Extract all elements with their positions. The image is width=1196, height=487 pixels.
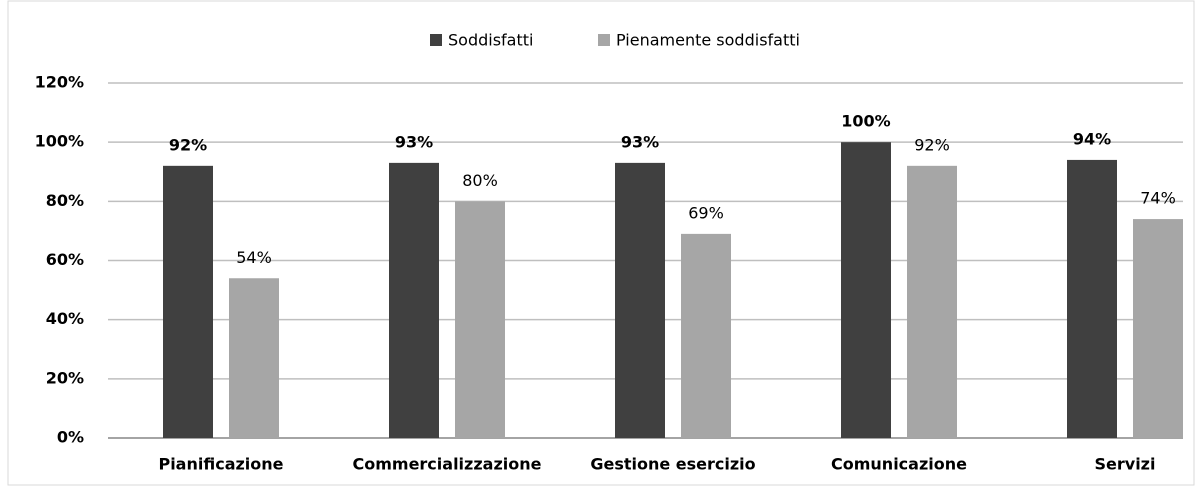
data-label: 54%	[236, 248, 272, 267]
legend-label: Pienamente soddisfatti	[616, 31, 800, 50]
data-label: 93%	[621, 132, 659, 151]
y-tick-label: 100%	[35, 132, 84, 151]
y-tick-label: 20%	[46, 368, 84, 387]
x-tick-label: Servizi	[1095, 455, 1156, 474]
data-label: 93%	[395, 132, 433, 151]
bar	[389, 162, 439, 438]
legend-swatch	[598, 34, 610, 46]
data-label: 74%	[1140, 189, 1176, 208]
x-tick-label: Gestione esercizio	[590, 455, 755, 474]
y-tick-label: 0%	[57, 428, 84, 447]
data-label: 69%	[688, 203, 724, 222]
bar	[615, 162, 665, 438]
x-tick-label: Commercializzazione	[352, 455, 541, 474]
y-tick-label: 60%	[46, 250, 84, 269]
data-label: 94%	[1073, 129, 1111, 148]
x-tick-label: Comunicazione	[831, 455, 967, 474]
bar	[1067, 159, 1117, 438]
y-tick-label: 40%	[46, 309, 84, 328]
data-label: 80%	[462, 171, 498, 190]
x-tick-label: Pianificazione	[158, 455, 283, 474]
bar	[907, 165, 957, 439]
bar	[229, 278, 279, 438]
bar	[681, 233, 731, 438]
legend-label: Soddisfatti	[448, 31, 533, 50]
y-tick-label: 120%	[35, 73, 84, 92]
bar	[841, 142, 891, 438]
bar	[1133, 219, 1183, 438]
bar	[455, 201, 505, 438]
legend-swatch	[430, 34, 442, 46]
bar	[163, 165, 213, 439]
y-tick-label: 80%	[46, 191, 84, 210]
data-label: 100%	[841, 112, 890, 131]
data-label: 92%	[914, 135, 950, 154]
data-label: 92%	[169, 135, 207, 154]
